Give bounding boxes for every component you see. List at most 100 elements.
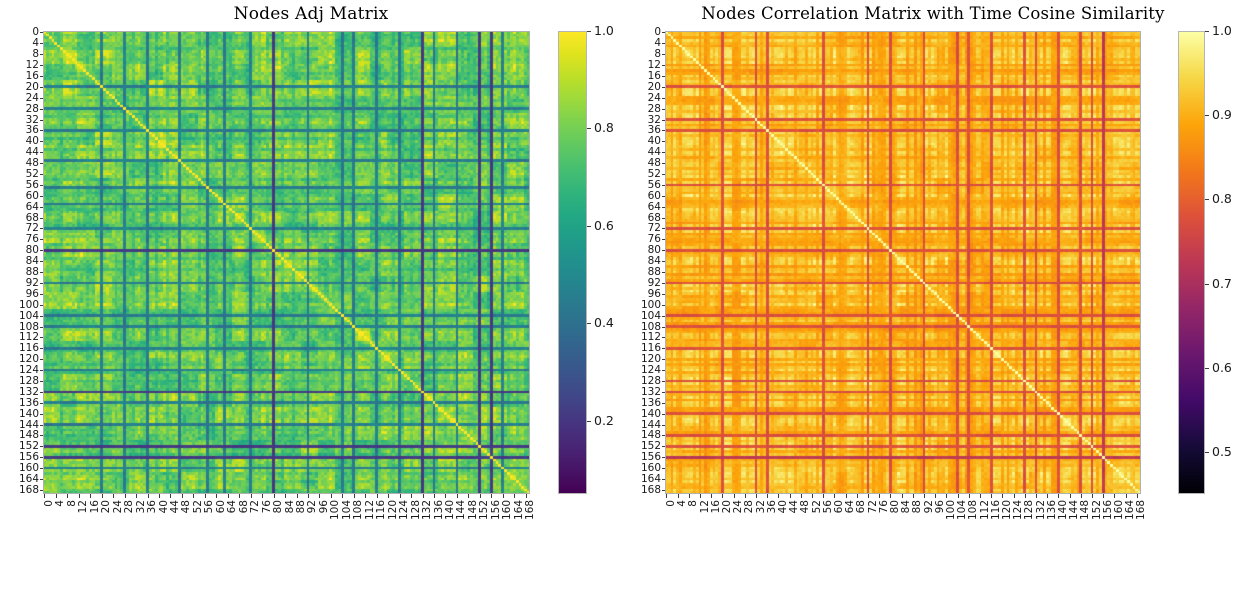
colorbar-tick-label: 0.5 [1212, 443, 1232, 459]
x-tick-mark [711, 494, 713, 498]
colorbar-tick-mark [1205, 115, 1209, 117]
y-tick-label: 96 [25, 287, 39, 300]
y-tick-label: 76 [25, 233, 39, 246]
y-tick-mark [39, 43, 43, 45]
x-tick-label: 60 [832, 500, 845, 514]
y-tick-mark [661, 402, 665, 404]
y-tick-label: 140 [18, 407, 39, 420]
y-tick-mark [39, 282, 43, 284]
x-tick-label: 20 [99, 500, 112, 514]
x-tick-mark [491, 494, 493, 498]
y-tick-label: 0 [32, 26, 39, 39]
x-tick-mark [399, 494, 401, 498]
y-tick-mark [39, 32, 43, 34]
x-tick-label: 96 [317, 500, 330, 514]
x-tick-mark [968, 494, 970, 498]
y-tick-mark [39, 97, 43, 99]
x-tick-mark [193, 494, 195, 498]
x-tick-mark [342, 494, 344, 498]
x-tick-mark [1092, 494, 1093, 498]
y-tick-label: 40 [647, 135, 661, 148]
x-tick-label: 32 [134, 500, 147, 514]
x-tick-mark [744, 494, 746, 498]
x-tick-mark [957, 494, 959, 498]
x-tick-mark [912, 494, 914, 498]
heatmap-axes-adj-matrix[interactable] [43, 31, 530, 494]
x-tick-mark [688, 494, 690, 498]
x-tick-mark [991, 494, 993, 498]
colorbar-tick-mark [587, 128, 591, 130]
y-tick-label: 28 [25, 102, 39, 115]
x-tick-label: 120 [1000, 500, 1013, 521]
x-tick-mark [479, 494, 481, 498]
x-tick-mark [113, 494, 115, 498]
heatmap-axes-correlation-matrix[interactable] [665, 31, 1141, 494]
y-tick-mark [661, 75, 665, 77]
y-tick-label: 72 [25, 222, 39, 235]
x-tick-label: 20 [720, 500, 733, 514]
y-tick-mark [39, 217, 43, 219]
y-tick-mark [661, 446, 665, 448]
x-tick-label: 76 [260, 500, 273, 514]
x-tick-label: 108 [352, 500, 365, 521]
y-tick-label: 20 [647, 80, 661, 93]
y-tick-mark [39, 206, 43, 208]
x-tick-label: 4 [54, 500, 67, 507]
y-tick-label: 132 [640, 385, 661, 398]
y-tick-label: 128 [18, 374, 39, 387]
y-tick-label: 32 [647, 113, 661, 126]
x-tick-mark [307, 494, 309, 498]
x-tick-label: 104 [340, 500, 353, 521]
x-tick-label: 48 [180, 500, 193, 514]
y-tick-mark [661, 184, 665, 186]
y-tick-mark [39, 130, 43, 132]
y-tick-mark [39, 152, 43, 154]
x-tick-mark [456, 494, 458, 498]
x-tick-label: 148 [1079, 500, 1092, 521]
x-tick-mark [868, 494, 869, 498]
y-tick-mark [661, 326, 665, 328]
x-tick-mark [1069, 494, 1071, 498]
x-tick-label: 96 [933, 500, 946, 514]
x-tick-mark [901, 494, 903, 498]
y-tick-label: 136 [640, 396, 661, 409]
x-tick-label: 28 [743, 500, 756, 514]
x-tick-label: 56 [203, 500, 216, 514]
y-tick-label: 60 [647, 189, 661, 202]
y-tick-label: 68 [25, 211, 39, 224]
y-tick-mark [661, 304, 665, 306]
y-tick-mark [39, 272, 43, 274]
y-tick-label: 92 [25, 276, 39, 289]
x-tick-mark [388, 494, 390, 498]
y-tick-label: 44 [647, 145, 661, 158]
y-tick-label: 132 [18, 385, 39, 398]
colorbar-tick-label: 0.8 [594, 120, 614, 136]
x-tick-label: 148 [466, 500, 479, 521]
x-tick-label: 112 [363, 500, 376, 521]
y-tick-label: 56 [647, 178, 661, 191]
y-tick-label: 4 [654, 37, 661, 49]
y-tick-mark [661, 217, 665, 219]
y-tick-label: 52 [25, 167, 39, 180]
heatmap-image-correlation-matrix [665, 31, 1141, 494]
y-tick-label: 148 [640, 429, 661, 442]
colorbar-tick-mark [1205, 199, 1209, 201]
x-tick-mark [136, 494, 138, 498]
y-tick-label: 120 [18, 352, 39, 365]
x-tick-mark [733, 494, 735, 498]
y-tick-label: 44 [25, 145, 39, 158]
y-tick-label: 16 [25, 69, 39, 82]
y-tick-label: 160 [18, 461, 39, 474]
y-tick-mark [661, 130, 665, 132]
x-tick-mark [1047, 494, 1049, 498]
y-tick-mark [39, 446, 43, 448]
colorbar-tick-mark [1205, 283, 1209, 285]
x-tick-mark [778, 494, 780, 498]
y-tick-label: 80 [25, 243, 39, 256]
x-tick-mark [422, 494, 424, 498]
y-tick-label: 24 [647, 91, 661, 104]
x-tick-mark [273, 494, 275, 498]
x-tick-mark [296, 494, 298, 498]
y-tick-label: 108 [18, 320, 39, 333]
colorbar-tick-mark [587, 31, 591, 32]
